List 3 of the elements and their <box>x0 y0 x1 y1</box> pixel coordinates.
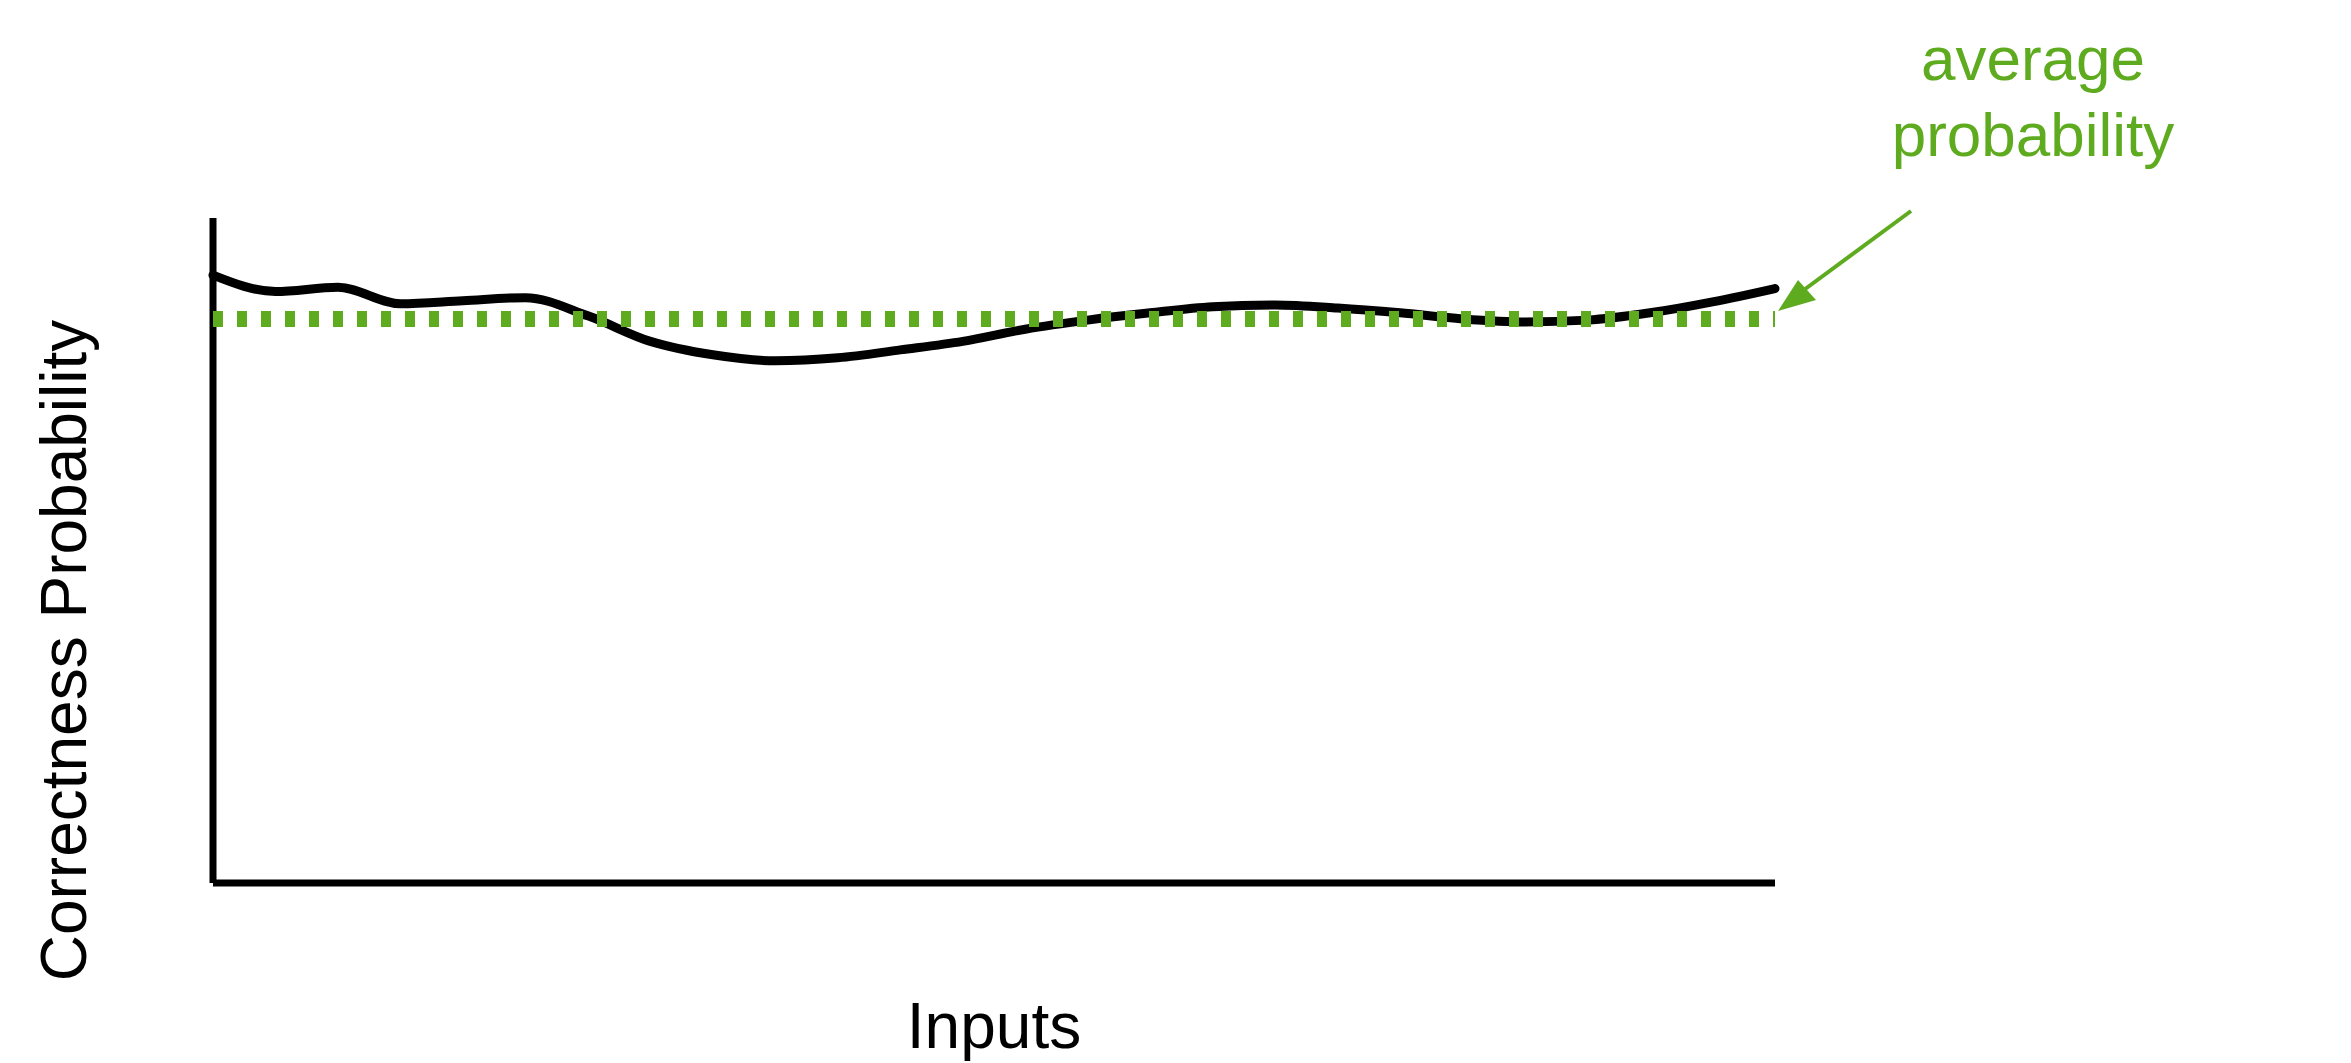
x-axis-title: Inputs <box>906 990 1082 1062</box>
y-axis-title: Correctness Probability <box>28 319 100 982</box>
ref-line-label: average probability <box>1891 24 2175 169</box>
